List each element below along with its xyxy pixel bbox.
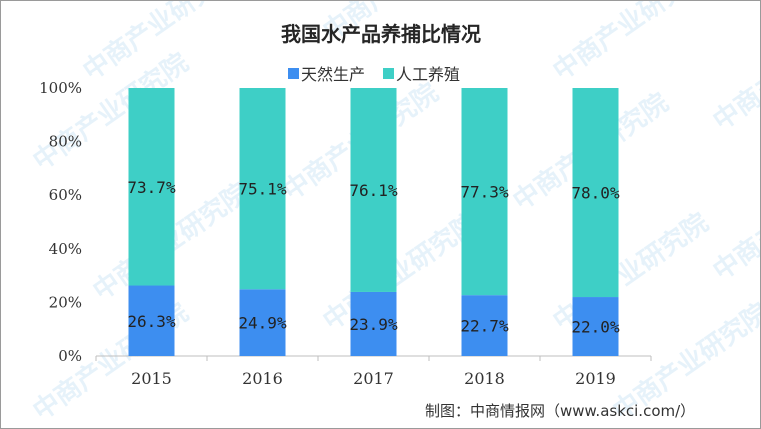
bar-farmed <box>239 88 286 290</box>
data-label: 73.7% <box>127 178 176 197</box>
y-tick-label: 0% <box>58 347 82 365</box>
bar-natural <box>239 289 286 356</box>
data-label: 75.1% <box>238 180 287 199</box>
bar-farmed <box>572 88 619 298</box>
source-credit: 制图：中商情报网（www.askci.com/） <box>425 402 695 420</box>
data-label: 26.3% <box>127 312 176 331</box>
bar-natural <box>128 285 175 356</box>
x-tick-label: 2016 <box>242 369 283 388</box>
bar-natural <box>350 291 397 356</box>
bar-farmed <box>461 88 508 296</box>
legend-swatch-natural <box>288 68 299 79</box>
watermark-text: 中商产业研究院 <box>547 1 714 87</box>
bar-farmed <box>128 88 175 286</box>
x-tick-label: 2018 <box>464 369 505 388</box>
x-axis: 2015 2016 2017 2018 2019 <box>95 355 652 388</box>
watermark-text: 中商产业研究院 <box>707 7 760 137</box>
x-tick-label: 2015 <box>131 369 172 388</box>
data-label: 23.9% <box>349 315 398 334</box>
y-tick-label: 20% <box>49 293 82 311</box>
data-label: 22.0% <box>571 318 620 337</box>
legend-label-natural: 天然生产 <box>301 65 365 84</box>
x-tick-label: 2017 <box>353 369 394 388</box>
bar-natural <box>572 297 619 356</box>
legend-label-farmed: 人工养殖 <box>396 65 460 84</box>
chart-title: 我国水产品养捕比情况 <box>281 22 481 46</box>
bar-farmed <box>350 88 397 292</box>
y-tick-label: 100% <box>39 79 82 97</box>
watermark-text: 中商产业研究院 <box>317 207 484 337</box>
data-label: 78.0% <box>571 184 620 203</box>
data-label: 22.7% <box>460 317 509 336</box>
legend: 天然生产 人工养殖 <box>288 65 460 84</box>
bar-natural <box>461 295 508 356</box>
y-tick-label: 40% <box>49 240 82 258</box>
y-axis: 0% 20% 40% 60% 80% 100% <box>39 79 82 365</box>
data-label: 76.1% <box>349 181 398 200</box>
legend-swatch-farmed <box>383 68 394 79</box>
data-label: 24.9% <box>238 314 287 333</box>
bars: 26.3% 73.7% 24.9% 75.1% 23.9% 76.1% 22.7% 77.3%… <box>127 88 620 356</box>
y-tick-label: 60% <box>49 186 82 204</box>
data-label: 77.3% <box>460 183 509 202</box>
x-tick-label: 2019 <box>575 369 616 388</box>
y-tick-label: 80% <box>49 133 82 151</box>
watermark-text: 中商产业研究院 <box>707 157 760 287</box>
